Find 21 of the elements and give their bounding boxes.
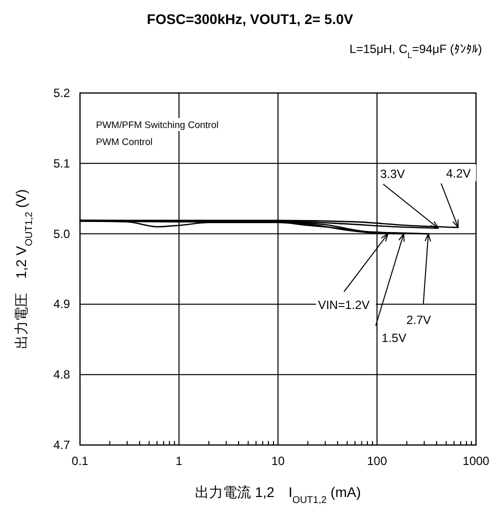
y-tick-label: 5.0 [53,226,70,241]
chart-title: FOSC=300kHz, VOUT1, 2= 5.0V [146,11,354,27]
y-tick-label: 4.7 [53,438,70,452]
x-tick-label: 1000 [462,454,490,468]
y-tick-label: 5.2 [53,86,70,100]
y-tick-label: 4.8 [53,368,70,382]
x-tick-label: 0.1 [72,454,89,468]
x-axis-title: 出力電流 1,2 I$_{OUT1,2}$ (mA) [195,484,361,506]
text: 1.5V [382,330,406,345]
text: 2.7V [406,312,432,327]
annotation: PWM Control [96,137,152,148]
annotation: PWM/PFM Switching Control [96,120,218,131]
chart-subtitle: L=15μH, C$_{L}$=94μF (ﾀﾝﾀﾙ) [349,42,482,60]
text: 3.3V [380,167,405,182]
x-tick-label: 1 [176,454,183,468]
y-tick-label: 5.1 [53,156,70,170]
text: VIN=1.2V [318,298,370,312]
y-tick-label: 4.9 [53,297,70,312]
x-tick-label: 100 [366,454,388,468]
x-tick-label: 10 [271,454,285,468]
text: 4.2V [446,166,471,180]
